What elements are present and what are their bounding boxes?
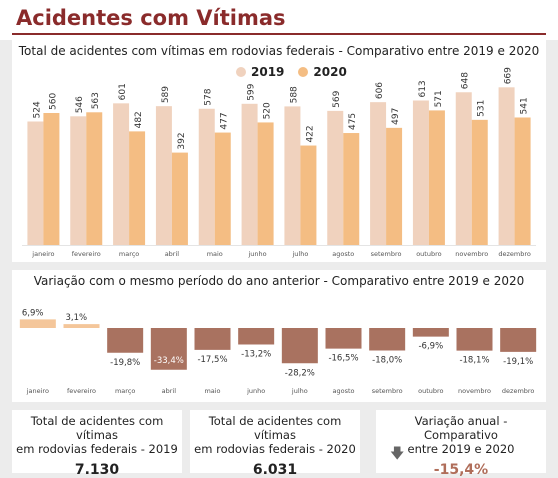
card-variation-label-1: Variação anual - Comparativo [414,414,508,442]
card-2020-label-1: Total de acidentes com vítimas [208,414,342,442]
legend-swatch-2019 [236,67,246,77]
arrow-down-icon: 🡇 [390,446,405,462]
variation-chart-panel: Variação com o mesmo período do ano ante… [12,270,546,402]
monthly-chart-title: Total de acidentes com vítimas em rodovi… [18,44,540,58]
card-total-2019: Total de acidentes com vítimas em rodovi… [12,410,182,478]
monthly-chart-legend: 2019 2020 [236,64,347,80]
legend-label-2020: 2020 [313,65,347,79]
variation-chart-title: Variação com o mesmo período do ano ante… [33,274,525,288]
card-2019-label-2: em rodovias federais - 2019 [16,442,178,456]
card-total-2020: Total de acidentes com vítimas em rodovi… [190,410,360,478]
card-2019-value: 7.130 [74,462,120,478]
page-header: Acidentes com Vítimas [0,0,558,40]
legend-item-2019[interactable]: 2019 [236,64,284,80]
card-2019-label-1: Total de acidentes com vítimas [30,414,164,442]
legend-item-2020[interactable]: 2020 [298,64,347,80]
card-variation-label-2: entre 2019 e 2020 [407,442,515,456]
legend-swatch-2020 [298,67,309,77]
page-title: Acidentes com Vítimas [16,6,286,30]
legend-label-2019: 2019 [251,65,285,79]
card-annual-variation: Variação anual - Comparativo entre 2019 … [376,410,546,478]
card-2020-value: 6.031 [252,462,298,478]
card-2020-label-2: em rodovias federais - 2020 [194,442,356,456]
title-underline [12,33,546,35]
